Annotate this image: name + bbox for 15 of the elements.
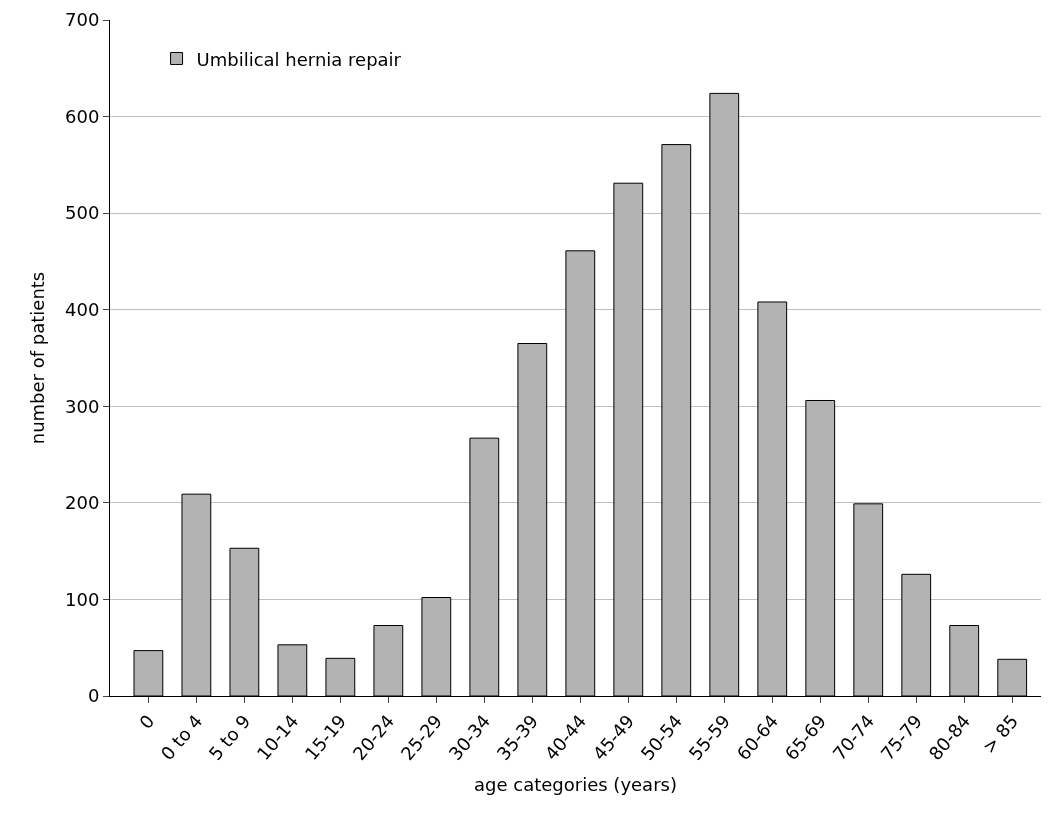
y-tick-label: 0 [87, 685, 100, 707]
y-tick-label: 700 [65, 9, 100, 31]
y-tick-label: 600 [65, 105, 100, 127]
y-axis-title: number of patients [27, 271, 49, 445]
x-tick-label: 0 to 4 [156, 710, 207, 765]
x-axis-title: age categories (years) [474, 774, 677, 796]
x-tick-label: 0 [134, 710, 159, 733]
legend-label: Umbilical hernia repair [196, 48, 402, 70]
y-tick-label: 300 [65, 395, 100, 417]
x-tick-label: > 85 [977, 710, 1023, 758]
x-tick-label: 5 to 9 [204, 710, 255, 765]
y-tick-label: 100 [65, 588, 100, 610]
y-tick-label: 400 [65, 299, 100, 321]
y-tick-label: 200 [65, 492, 100, 514]
y-tick-label: 500 [65, 202, 100, 224]
